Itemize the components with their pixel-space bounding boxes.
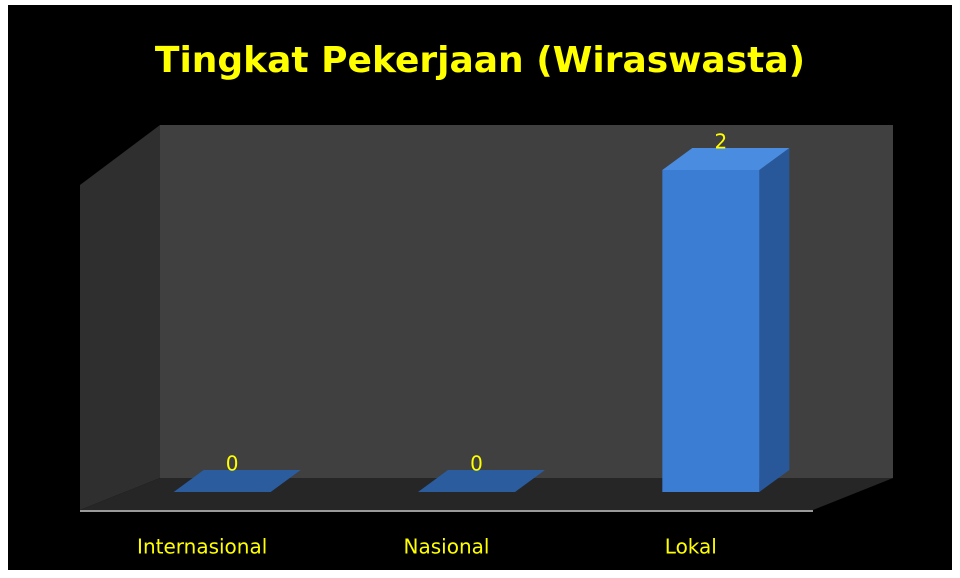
data-label: 2: [714, 130, 727, 154]
bar-top: [662, 148, 790, 170]
bar: [662, 170, 760, 492]
bar-top: [173, 470, 301, 492]
bar-top: [418, 470, 545, 492]
data-label: 0: [470, 452, 483, 476]
chart-title: Tingkat Pekerjaan (Wiraswasta): [155, 40, 805, 81]
side-wall: [80, 125, 160, 510]
data-label: 0: [226, 452, 239, 476]
bar-side: [759, 148, 790, 492]
x-tick-label: Lokal: [665, 535, 717, 559]
x-tick-label: Nasional: [404, 535, 490, 559]
x-tick-label: Internasional: [137, 535, 267, 559]
